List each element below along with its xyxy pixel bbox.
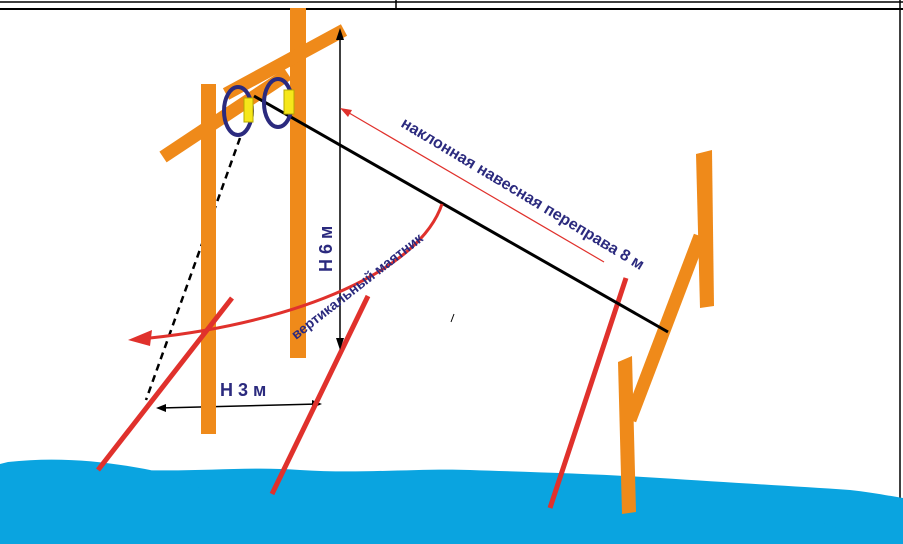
carabiner-right <box>262 77 295 129</box>
crossing-direction-arrow <box>340 108 605 263</box>
river-water-lower <box>0 459 903 544</box>
carabiner-left <box>222 85 254 137</box>
dashed-safety-rope <box>144 137 242 401</box>
right-anchor-structure <box>618 150 714 514</box>
small-tick <box>450 313 455 323</box>
pole-middle <box>269 294 371 496</box>
pole-right <box>547 277 629 509</box>
pendulum-arrow <box>128 203 444 346</box>
width-dimension <box>156 400 322 412</box>
pole-left <box>96 296 234 472</box>
pendulum-label: вертикальный маятник <box>288 229 427 342</box>
width-label: Н 3 м <box>220 380 266 400</box>
crossing-rope <box>253 94 669 334</box>
height-label: Н 6 м <box>316 226 336 272</box>
